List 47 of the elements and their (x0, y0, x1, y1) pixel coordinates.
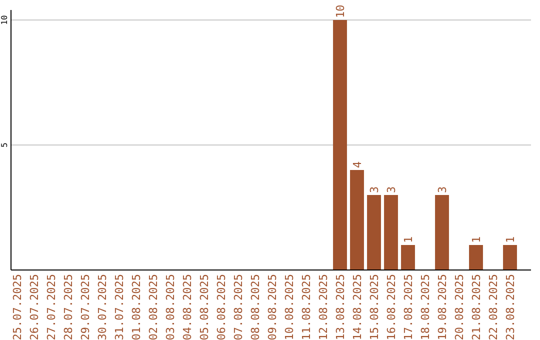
x-tick-label: 19.08.2025 (436, 274, 449, 340)
data-label: 3 (368, 186, 381, 193)
x-tick-label: 27.07.2025 (45, 274, 58, 340)
x-tick-label: 14.08.2025 (351, 274, 364, 340)
x-tick-label: 31.07.2025 (113, 274, 126, 340)
x-tick-label: 18.08.2025 (419, 274, 432, 340)
x-tick-label: 25.07.2025 (11, 274, 24, 340)
x-tick-label: 16.08.2025 (385, 274, 398, 340)
x-tick-label: 22.08.2025 (487, 274, 500, 340)
x-tick-label: 03.08.2025 (164, 274, 177, 340)
x-tick-label: 21.08.2025 (470, 274, 483, 340)
x-tick-label: 04.08.2025 (181, 274, 194, 340)
data-label: 10 (334, 4, 347, 18)
data-label: 3 (436, 186, 449, 193)
bar (503, 245, 517, 270)
x-tick-label: 10.08.2025 (283, 274, 296, 340)
x-tick-label: 07.08.2025 (232, 274, 245, 340)
bar (435, 195, 449, 270)
bar (384, 195, 398, 270)
x-tick-label: 15.08.2025 (368, 274, 381, 340)
x-tick-label: 23.08.2025 (504, 274, 517, 340)
x-tick-label: 29.07.2025 (79, 274, 92, 340)
data-label: 3 (385, 186, 398, 193)
x-tick-label: 05.08.2025 (198, 274, 211, 340)
x-tick-label: 09.08.2025 (266, 274, 279, 340)
x-tick-label: 08.08.2025 (249, 274, 262, 340)
x-tick-label: 12.08.2025 (317, 274, 330, 340)
data-label: 4 (351, 161, 364, 168)
x-tick-label: 11.08.2025 (300, 274, 313, 340)
bar (367, 195, 381, 270)
x-tick-label: 30.07.2025 (96, 274, 109, 340)
x-tick-label: 17.08.2025 (402, 274, 415, 340)
data-label: 1 (504, 236, 517, 243)
data-label: 1 (402, 236, 415, 243)
bar (350, 170, 364, 270)
bar (401, 245, 415, 270)
x-tick-label: 06.08.2025 (215, 274, 228, 340)
x-tick-label: 01.08.2025 (130, 274, 143, 340)
y-tick-label: 5 (0, 142, 9, 148)
x-tick-label: 13.08.2025 (334, 274, 347, 340)
x-tick-label: 28.07.2025 (62, 274, 75, 340)
x-tick-label: 02.08.2025 (147, 274, 160, 340)
data-label: 1 (470, 236, 483, 243)
bar (333, 20, 347, 270)
x-tick-label: 20.08.2025 (453, 274, 466, 340)
bar (469, 245, 483, 270)
x-tick-label: 26.07.2025 (28, 274, 41, 340)
